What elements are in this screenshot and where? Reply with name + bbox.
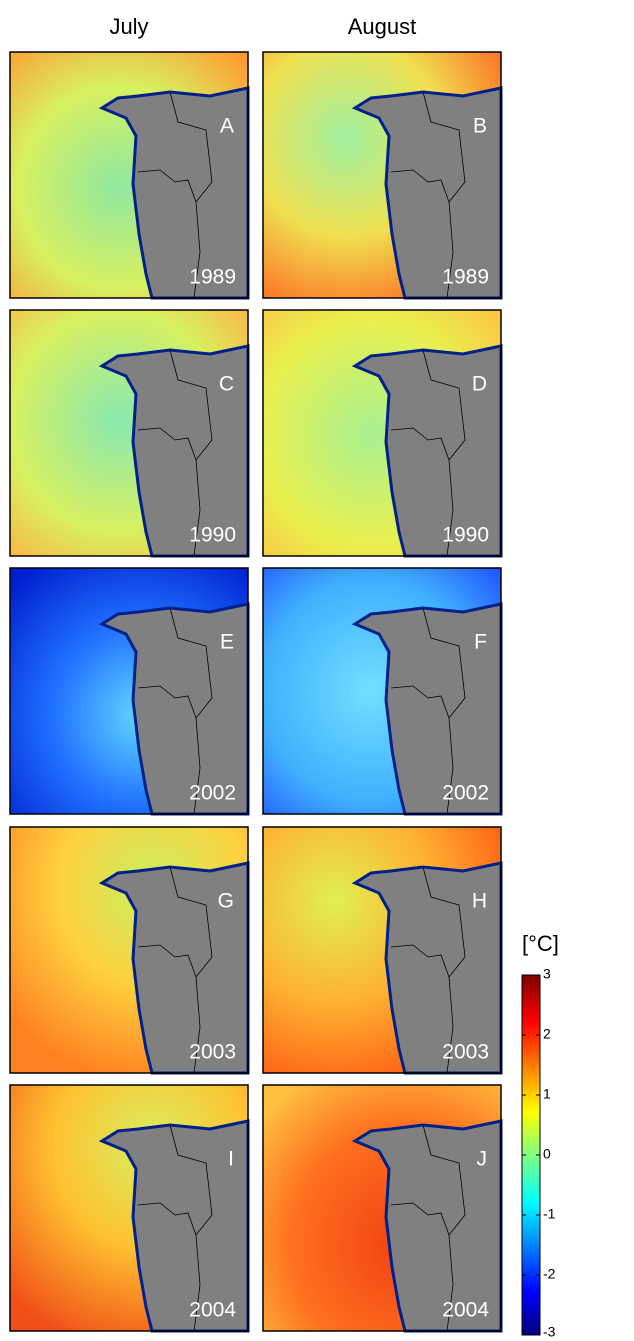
- panel-year: 2004: [442, 1299, 489, 1322]
- map-panel: J 2004: [262, 1084, 503, 1333]
- panel-year: 1989: [442, 266, 489, 289]
- panel-year: 2003: [442, 1041, 489, 1064]
- panel-frame: [262, 826, 502, 1074]
- map-panel: D 1990: [262, 309, 503, 558]
- colorbar-tick-label: -2: [543, 1266, 556, 1282]
- map-panel: I 2004: [9, 1084, 250, 1333]
- panel-frame: [262, 1084, 502, 1332]
- map-panel: F 2002: [262, 567, 503, 816]
- column-header: July: [109, 14, 148, 39]
- colorbar-tick-label: 0: [543, 1146, 551, 1162]
- panel-frame: [9, 826, 249, 1074]
- panel-letter: H: [472, 890, 487, 913]
- panel-year: 2003: [189, 1041, 236, 1064]
- panel-year: 1989: [189, 266, 236, 289]
- panel-year: 2002: [442, 782, 489, 805]
- panel-year: 1990: [442, 524, 489, 547]
- panel-frame: [9, 567, 249, 815]
- colorbar-label: [°C]: [522, 931, 559, 956]
- panel-frame: [9, 1084, 249, 1332]
- colorbar-tick-label: -3: [543, 1324, 556, 1340]
- colorbar-tick-label: -1: [543, 1206, 556, 1222]
- map-panel: E 2002: [9, 567, 250, 816]
- panel-year: 2002: [189, 782, 236, 805]
- panel-frame: [262, 309, 502, 557]
- panel-frame: [9, 51, 249, 299]
- colorbar-tick-label: 2: [543, 1026, 551, 1042]
- panel-letter: J: [477, 1148, 488, 1171]
- panel-letter: B: [473, 115, 487, 138]
- panel-frame: [262, 51, 502, 299]
- panel-letter: C: [219, 373, 234, 396]
- panel-frame: [262, 567, 502, 815]
- panel-letter: A: [220, 115, 234, 138]
- panel-year: 2004: [189, 1299, 236, 1322]
- panel-letter: I: [228, 1148, 234, 1171]
- colorbar-tick-label: 1: [543, 1086, 551, 1102]
- panel-year: 1990: [189, 524, 236, 547]
- colorbar-tick-label: 3: [543, 966, 551, 982]
- map-panel: B 1989: [262, 51, 503, 300]
- map-panel: C 1990: [9, 309, 250, 558]
- map-panel: G 2003: [9, 826, 250, 1075]
- column-header: August: [348, 14, 417, 39]
- panel-letter: D: [472, 373, 487, 396]
- panel-frame: [9, 309, 249, 557]
- panel-letter: G: [218, 890, 234, 913]
- map-panel: H 2003: [262, 826, 503, 1075]
- map-panel: A 1989: [9, 51, 250, 300]
- panel-letter: F: [474, 631, 487, 654]
- panel-letter: E: [220, 631, 234, 654]
